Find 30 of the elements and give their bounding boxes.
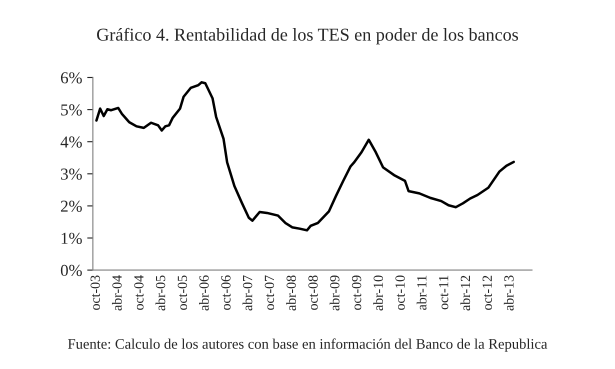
x-tick-label: oct-03 [90, 276, 100, 310]
x-tick-label: oct-12 [482, 276, 492, 310]
x-tick-label: abr-09 [330, 276, 340, 310]
y-tick-label: 0% [60, 264, 82, 276]
x-tick-label: abr-04 [112, 275, 122, 310]
x-tick-label: abr-12 [460, 276, 470, 310]
y-tick-label: 2% [60, 200, 82, 212]
x-tick-label: oct-09 [352, 276, 362, 310]
x-tick-label: abr-05 [155, 276, 166, 310]
y-tick-label: 6% [60, 72, 82, 84]
x-tick-label: abr-13 [504, 276, 514, 310]
x-tick-label: oct-05 [178, 276, 188, 310]
x-tick-label: oct-04 [134, 275, 144, 310]
x-tick-label: abr-07 [242, 275, 252, 310]
chart-title: Gráfico 4. Rentabilidad de los TES en poder de los bancos [97, 28, 518, 44]
x-tick-label: oct-11 [438, 276, 448, 310]
x-tick-label: abr-10 [373, 276, 383, 310]
x-tick-label: oct-06 [221, 275, 231, 310]
x-tick-label: abr-06 [199, 275, 209, 310]
x-tick-label: oct-08 [308, 276, 318, 310]
x-tick-label: oct-07 [264, 275, 274, 310]
x-tick-label: oct-10 [395, 276, 405, 310]
y-tick-label: 1% [62, 232, 82, 244]
y-tick-label: 3% [61, 168, 82, 180]
source-note: Fuente: Calculo de los autores con base en información del Banco de la Republica [68, 338, 548, 352]
x-tick-label: abr-08 [286, 276, 296, 310]
x-tick-label: abr-11 [416, 276, 426, 310]
y-tick-label: 5% [61, 104, 82, 116]
line-series [95, 81, 515, 232]
y-tick-label: 4% [60, 136, 82, 148]
